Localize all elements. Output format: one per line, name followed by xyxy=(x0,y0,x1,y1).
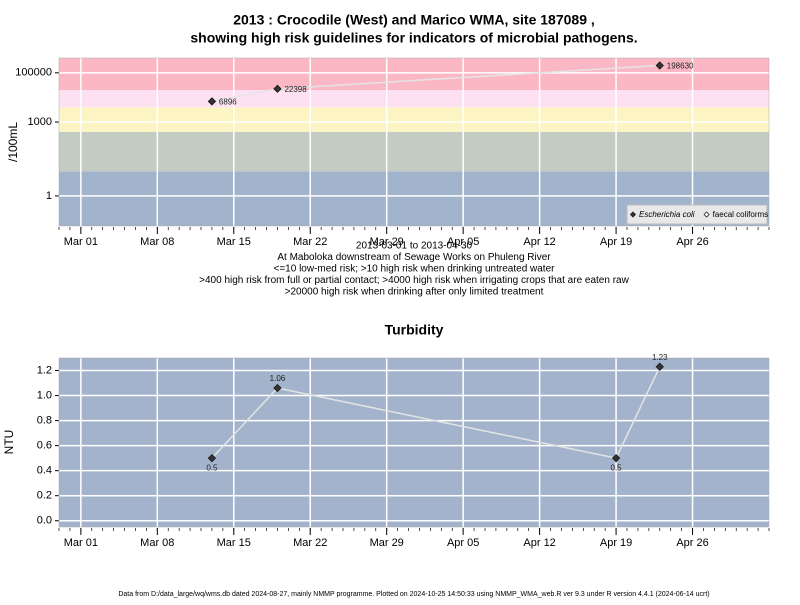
x-tick-label: Mar 29 xyxy=(370,537,404,549)
data-point xyxy=(273,383,282,393)
x-tick-label: Apr 05 xyxy=(447,236,479,248)
x-tick-label: Apr 19 xyxy=(600,537,632,549)
x-tick-label: Mar 15 xyxy=(217,236,251,248)
y-axis-label: NTU xyxy=(2,430,16,455)
data-point xyxy=(207,453,217,463)
risk-band xyxy=(59,90,769,108)
note: 2013-03-01 to 2013-04-30 xyxy=(356,241,473,252)
value-label: 22398 xyxy=(284,85,307,94)
note: <=10 low-med risk; >10 high risk when dr… xyxy=(274,264,556,275)
x-tick-label: Apr 26 xyxy=(676,236,708,248)
legend-label: Escherichia coli xyxy=(639,210,695,219)
y-tick-label: 1000 xyxy=(28,116,52,128)
y-tick-label: 0.8 xyxy=(37,414,52,426)
y-tick-label: 1.0 xyxy=(37,389,52,401)
value-label: 0.5 xyxy=(206,463,218,472)
y-tick-label: 1.2 xyxy=(37,364,52,376)
chart-title: showing high risk guidelines for indicat… xyxy=(190,30,637,46)
x-tick-label: Mar 08 xyxy=(140,537,174,549)
note: At Maboloka downstream of Sewage Works o… xyxy=(277,252,551,263)
legend-box xyxy=(626,204,768,225)
y-axis-label: /100mL xyxy=(6,122,20,162)
value-label: 198630 xyxy=(667,62,694,71)
x-tick-label: Mar 22 xyxy=(293,236,327,248)
plot-frame xyxy=(58,57,770,227)
data-point xyxy=(655,362,664,371)
y-tick-label: 100000 xyxy=(15,67,52,79)
risk-band xyxy=(59,58,769,91)
x-tick-label: Mar 08 xyxy=(140,236,174,248)
chart-title: 2013 : Crocodile (West) and Marico WMA, … xyxy=(233,12,595,28)
legend-marker xyxy=(629,211,637,218)
risk-band xyxy=(59,107,769,132)
x-tick-label: Apr 12 xyxy=(523,537,555,549)
value-label: 1.23 xyxy=(652,353,668,362)
note: >20000 high risk when drinking after onl… xyxy=(285,287,544,298)
data-point xyxy=(273,84,282,94)
legend-label: faecal coliforms xyxy=(713,210,769,219)
risk-band xyxy=(59,131,769,172)
x-tick-label: Apr 05 xyxy=(447,537,479,549)
x-tick-label: Apr 26 xyxy=(676,537,708,549)
series-line xyxy=(211,366,661,460)
x-tick-label: Mar 15 xyxy=(217,537,251,549)
x-tick-label: Mar 22 xyxy=(293,537,327,549)
y-tick-label: 1 xyxy=(46,190,52,202)
chart-title: Turbidity xyxy=(385,322,444,338)
value-label: 1.06 xyxy=(270,374,286,383)
value-label: 0.5 xyxy=(611,463,623,472)
plot-background xyxy=(59,358,769,527)
x-tick-label: Mar 29 xyxy=(370,236,404,248)
y-tick-label: 0.4 xyxy=(37,465,52,477)
note: >400 high risk from full or partial cont… xyxy=(199,275,629,286)
y-tick-label: 0.0 xyxy=(37,515,52,527)
y-tick-label: 0.6 xyxy=(37,440,52,452)
data-point xyxy=(207,97,217,106)
legend-marker xyxy=(703,211,710,218)
plot-frame xyxy=(58,357,770,528)
value-label: 6896 xyxy=(219,98,237,107)
y-tick-label: 0.2 xyxy=(37,490,52,502)
x-tick-label: Mar 01 xyxy=(64,236,98,248)
data-point xyxy=(655,61,664,70)
x-tick-label: Apr 12 xyxy=(523,236,555,248)
data-point xyxy=(611,453,621,463)
footer: Data from D:/data_large/wq/wms.db dated … xyxy=(118,591,709,598)
x-tick-label: Apr 19 xyxy=(600,236,632,248)
x-tick-label: Mar 01 xyxy=(64,537,98,549)
